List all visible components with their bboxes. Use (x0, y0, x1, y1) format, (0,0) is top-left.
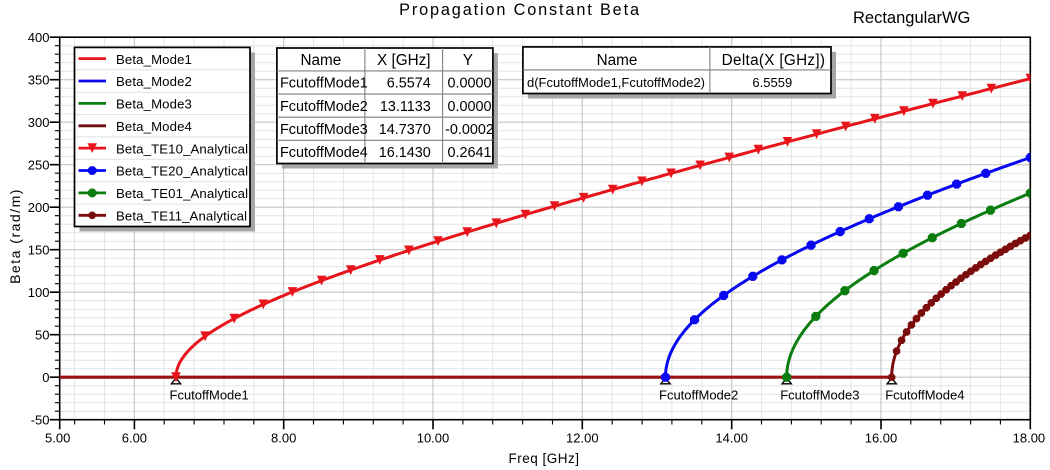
svg-text:16.1430: 16.1430 (379, 145, 431, 161)
svg-text:FcutoffMode4: FcutoffMode4 (885, 388, 964, 403)
svg-text:Y: Y (463, 52, 473, 69)
svg-text:Beta (rad/m): Beta (rad/m) (7, 188, 23, 284)
svg-text:13.1133: 13.1133 (380, 99, 431, 115)
svg-text:Beta_Mode4: Beta_Mode4 (116, 119, 192, 134)
svg-text:Beta_TE10_Analytical: Beta_TE10_Analytical (116, 141, 248, 156)
svg-text:Beta_TE11_Analytical: Beta_TE11_Analytical (116, 209, 247, 224)
svg-text:Beta_Mode2: Beta_Mode2 (116, 74, 192, 89)
svg-text:6.00: 6.00 (122, 431, 147, 446)
svg-text:FcutoffMode3: FcutoffMode3 (280, 122, 368, 138)
svg-text:0.0000: 0.0000 (447, 76, 491, 92)
svg-text:0: 0 (42, 370, 49, 385)
svg-text:Delta(X [GHz]): Delta(X [GHz]) (722, 52, 826, 69)
svg-text:0.2641: 0.2641 (447, 145, 491, 161)
svg-text:FcutoffMode4: FcutoffMode4 (280, 145, 368, 161)
svg-text:Beta_TE01_Analytical: Beta_TE01_Analytical (116, 186, 248, 201)
svg-text:-50: -50 (31, 412, 50, 427)
svg-text:6.5559: 6.5559 (752, 75, 792, 90)
svg-text:RectangularWG: RectangularWG (853, 9, 970, 27)
svg-text:Beta_Mode3: Beta_Mode3 (116, 97, 192, 112)
svg-text:250: 250 (28, 157, 50, 172)
svg-text:14.7370: 14.7370 (379, 122, 431, 138)
svg-text:FcutoffMode2: FcutoffMode2 (280, 99, 368, 115)
svg-text:400: 400 (28, 30, 50, 45)
svg-text:-0.0002: -0.0002 (445, 122, 494, 138)
svg-text:Freq [GHz]: Freq [GHz] (508, 451, 579, 466)
svg-text:100: 100 (28, 285, 50, 300)
svg-text:Beta_Mode1: Beta_Mode1 (116, 52, 192, 67)
svg-text:d(FcutoffMode1,FcutoffMode2): d(FcutoffMode1,FcutoffMode2) (527, 75, 705, 90)
svg-text:50: 50 (35, 327, 49, 342)
svg-text:FcutoffMode1: FcutoffMode1 (280, 76, 368, 92)
svg-text:X [GHz]: X [GHz] (377, 52, 431, 69)
svg-text:Propagation Constant Beta: Propagation Constant Beta (399, 1, 641, 19)
svg-text:200: 200 (28, 200, 50, 215)
svg-text:FcutoffMode3: FcutoffMode3 (780, 388, 859, 403)
svg-text:Beta_TE20_Analytical: Beta_TE20_Analytical (116, 164, 248, 179)
svg-text:12.00: 12.00 (566, 431, 599, 446)
svg-text:FcutoffMode2: FcutoffMode2 (659, 388, 738, 403)
svg-text:8.00: 8.00 (271, 431, 296, 446)
svg-text:0.0000: 0.0000 (447, 99, 491, 115)
svg-text:350: 350 (28, 72, 50, 87)
svg-text:18.00: 18.00 (1013, 431, 1046, 446)
svg-text:FcutoffMode1: FcutoffMode1 (170, 388, 249, 403)
svg-text:5.00: 5.00 (45, 431, 70, 446)
svg-text:Name: Name (300, 52, 341, 69)
svg-text:Name: Name (597, 52, 638, 69)
svg-text:6.5574: 6.5574 (387, 76, 431, 92)
svg-text:150: 150 (28, 242, 50, 257)
svg-text:16.00: 16.00 (865, 431, 898, 446)
svg-text:300: 300 (28, 115, 50, 130)
svg-text:14.00: 14.00 (715, 431, 748, 446)
svg-text:10.00: 10.00 (417, 431, 450, 446)
